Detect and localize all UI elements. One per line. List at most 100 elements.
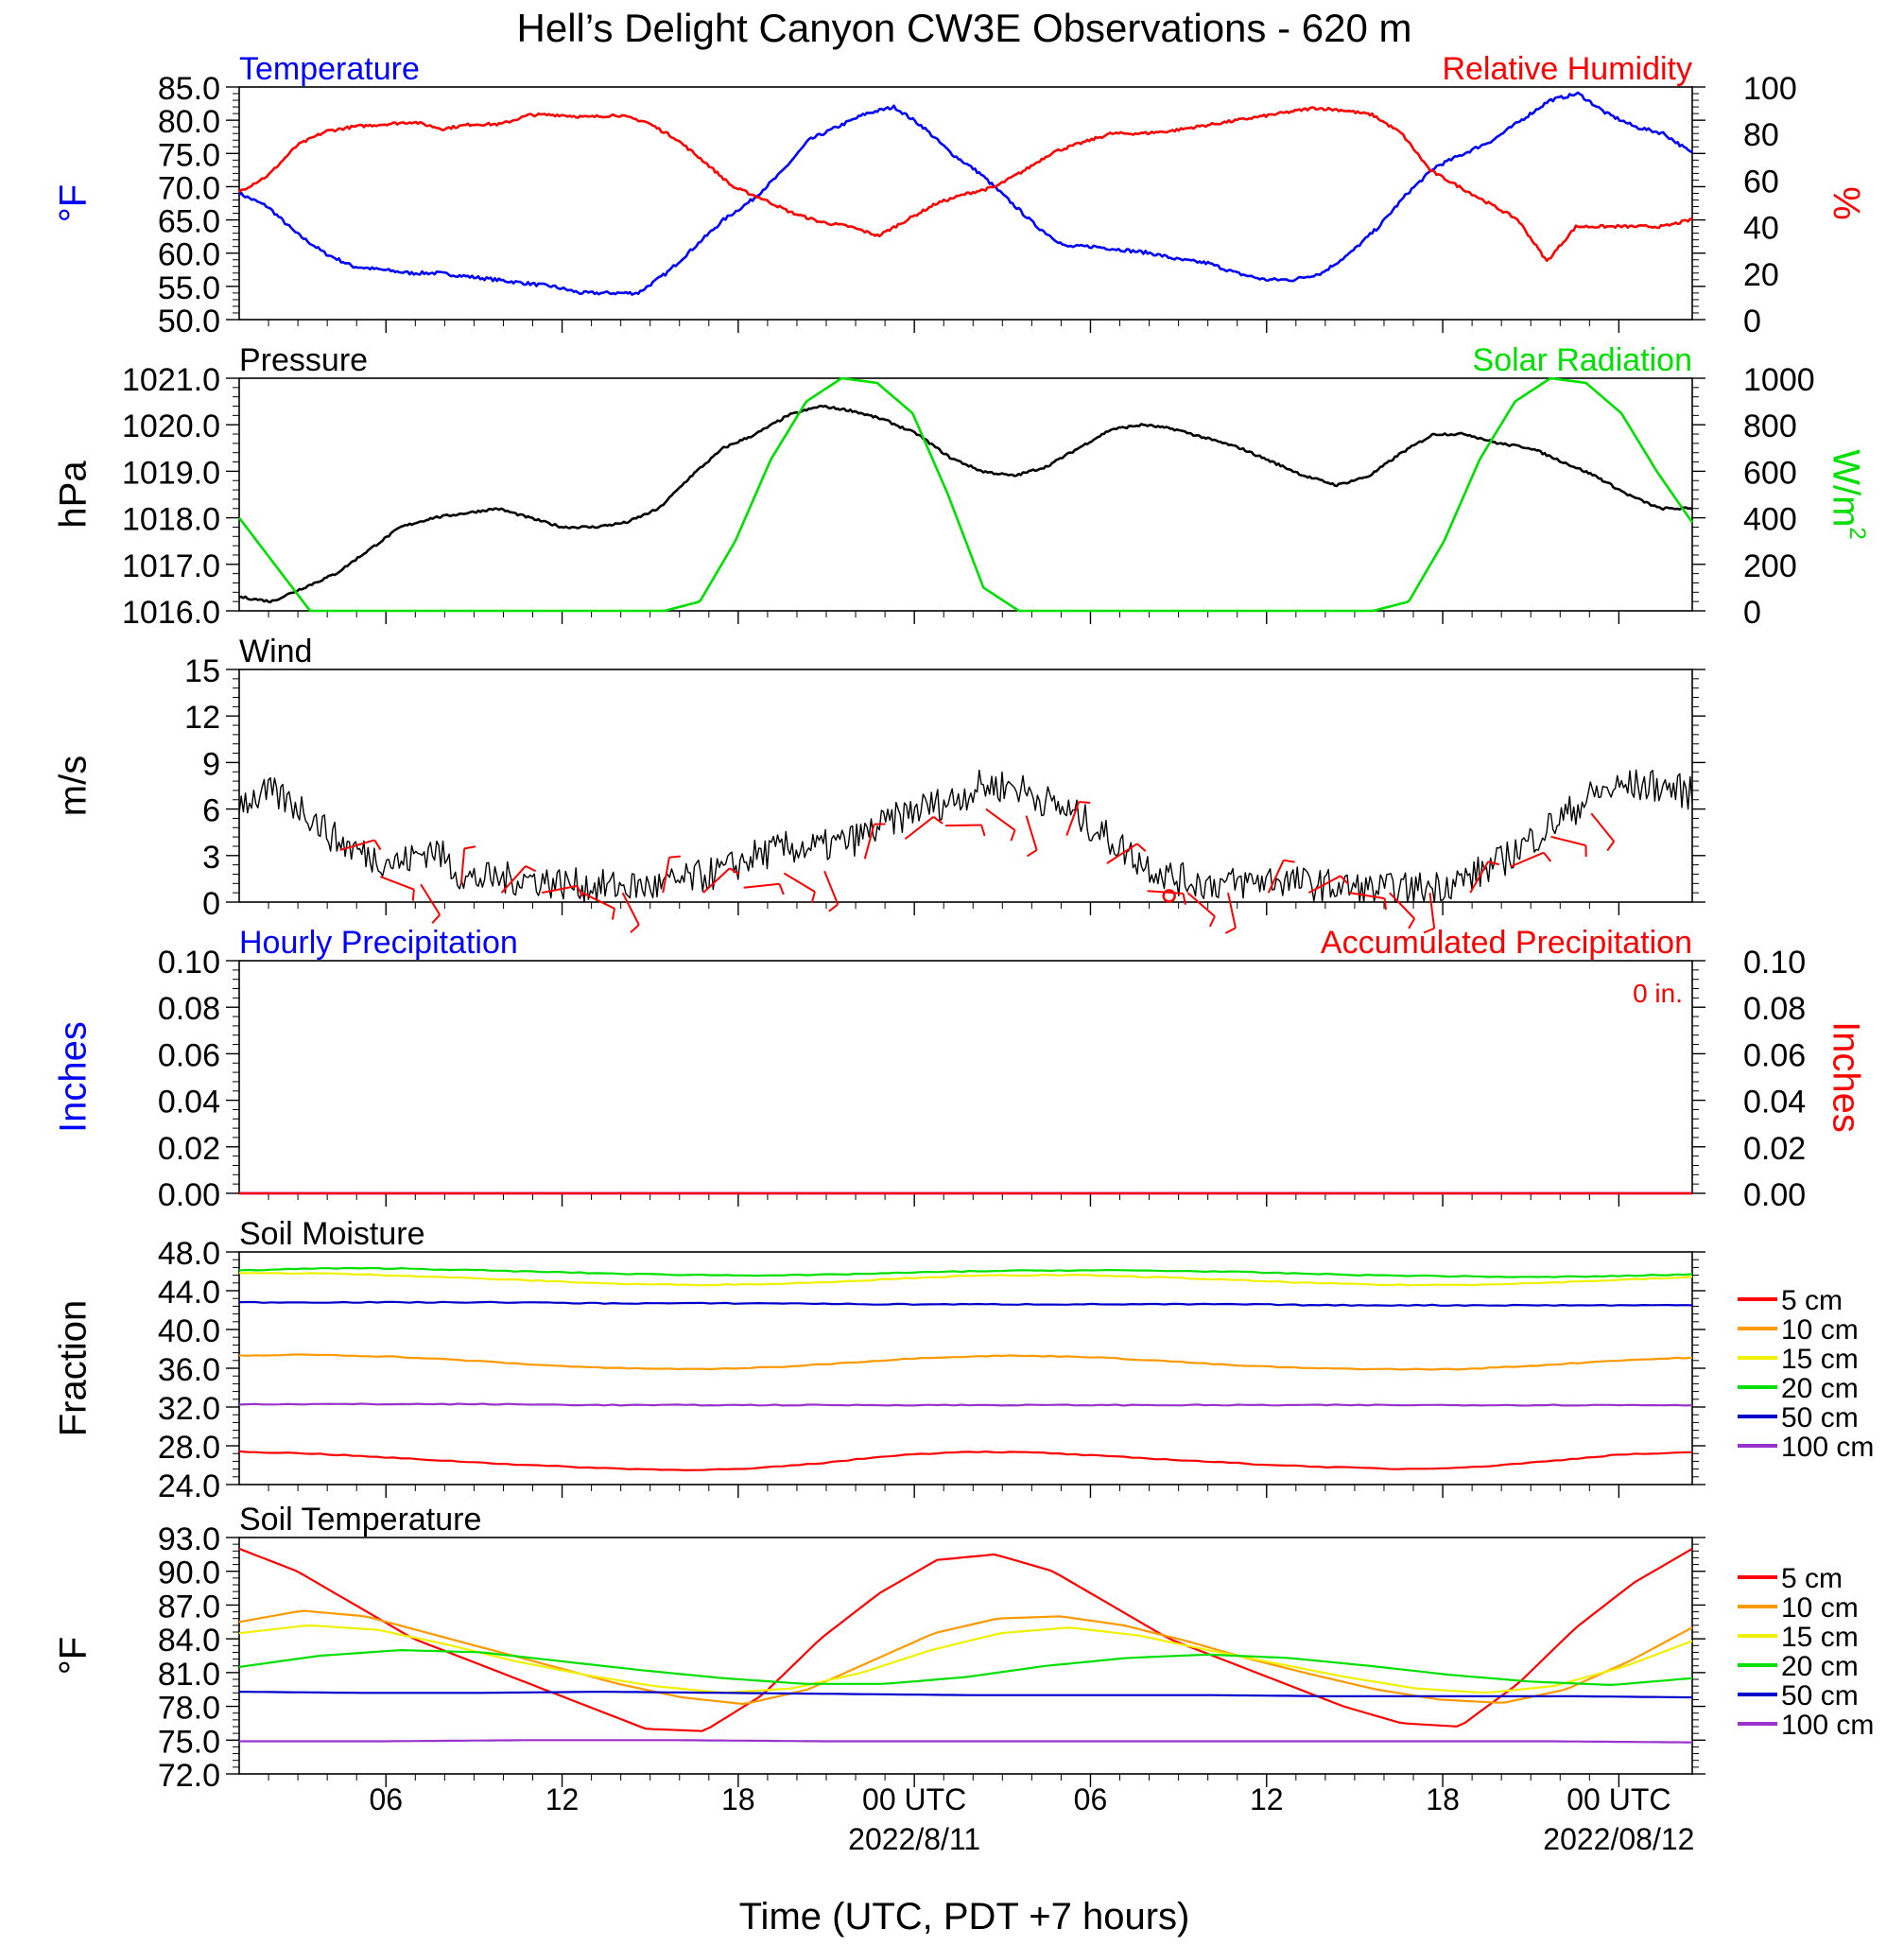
wind-barb [500, 865, 527, 894]
series-line-10-cm [238, 1609, 1693, 1706]
accumulated-total: 0 in. [1633, 979, 1683, 1008]
panel-4: 24.028.032.036.040.044.048.0 Fraction Soil… [53, 1216, 1875, 1504]
wind-barb-flag [1543, 852, 1552, 862]
wind-barb [1025, 815, 1038, 851]
wind-barb [1510, 851, 1545, 868]
wind-barb-flag [1026, 849, 1038, 858]
y-tick-label: 50.0 [158, 304, 220, 339]
panel-0: 50.055.060.065.070.075.080.085.0 0 20 40 60 8… [53, 51, 1867, 339]
wind-barb-flag [373, 839, 382, 851]
y-tick-label: 75.0 [158, 1724, 220, 1760]
y2-tick-label: 0.08 [1743, 991, 1806, 1027]
y2-tick-label: 0.04 [1743, 1085, 1806, 1121]
y2-tick-label: 100 [1743, 71, 1797, 107]
wind-barb [339, 839, 375, 851]
wind-barb [863, 824, 875, 860]
time-axis: 06 12 18 00 UTC 06 12 18 00 UTC 2022/8/11 2022/08… [369, 1782, 1694, 1856]
wind-barb-flag [431, 913, 441, 925]
wind-barb-flag [1383, 897, 1387, 911]
wind-barb-flag [828, 903, 839, 912]
y-tick-label: 0.00 [158, 1177, 220, 1213]
y-tick-label: 84.0 [158, 1623, 220, 1659]
panel-title-left: Soil Moisture [239, 1216, 425, 1252]
y-tick-label: 36.0 [158, 1352, 220, 1388]
figure-title: Hell’s Delight Canyon CW3E Observations … [517, 6, 1412, 50]
y-tick-label: 1020.0 [122, 408, 220, 444]
y-tick-label: 0.08 [158, 991, 220, 1027]
y-tick-label: 55.0 [158, 270, 220, 306]
wind-barb-flag [1408, 917, 1416, 930]
legend-label: 20 cm [1781, 1373, 1859, 1404]
y2-tick-label: 20 [1743, 257, 1779, 293]
wind-barb-flag [576, 885, 583, 897]
wind-barb-flag [1079, 801, 1091, 804]
y2-tick-label: 0.00 [1743, 1177, 1806, 1213]
series-line-15-cm [238, 1625, 1693, 1694]
y2-axis-label: W/m2 [1825, 449, 1870, 540]
legend-label: 5 cm [1781, 1285, 1843, 1316]
wind-barb-flag [729, 867, 740, 876]
legend-label: 10 cm [1781, 1314, 1859, 1346]
panel-frame [238, 86, 1693, 321]
wind-barb [783, 872, 816, 893]
x-axis-label: Time (UTC, PDT +7 hours) [739, 1896, 1190, 1937]
wind-barb [459, 848, 466, 885]
wind-barb [1267, 860, 1285, 894]
panel-frame [238, 960, 1693, 1194]
panel-1: 1016.0 1017.0 1018.0 1019.0 1020.0 1021.0 0 200… [53, 342, 1871, 631]
x-tick-label: 18 [721, 1782, 755, 1816]
y-tick-label: 44.0 [158, 1275, 220, 1311]
legend-label: 50 cm [1781, 1402, 1859, 1433]
legend-label: 100 cm [1781, 1710, 1874, 1741]
legend-label: 15 cm [1781, 1622, 1859, 1653]
wind-barb [1389, 892, 1415, 920]
wind-barb [1348, 892, 1385, 900]
series-line-wind [238, 769, 1693, 903]
x-date-label: 2022/8/11 [848, 1822, 980, 1856]
wind-barb [380, 876, 415, 891]
y-tick-label: 12 [184, 700, 220, 736]
y-tick-label: 3 [202, 840, 220, 876]
wind-barb-flag [778, 883, 785, 895]
y-tick-label: 72.0 [158, 1758, 220, 1794]
legend-label: 50 cm [1781, 1680, 1859, 1711]
y-tick-label: 9 [202, 746, 220, 782]
wind-barb-flag [810, 891, 816, 903]
wind-barb [1550, 835, 1586, 847]
y-axis-label: Inches [53, 1021, 95, 1133]
series-line-relative-humidity [238, 106, 1693, 262]
wind-barb-flag [932, 816, 943, 825]
y2-tick-label: 200 [1743, 548, 1797, 584]
y-tick-label: 40.0 [158, 1313, 220, 1349]
wind-barb-flag [630, 924, 640, 933]
y2-tick-label: 0 [1743, 304, 1761, 339]
series-line-100-cm [239, 1739, 1693, 1744]
y-tick-label: 0.04 [158, 1085, 220, 1121]
x-tick-label: 00 UTC [1566, 1782, 1670, 1816]
y-tick-label: 0 [202, 886, 220, 922]
legend-label: 20 cm [1781, 1651, 1859, 1682]
y-tick-label: 6 [202, 793, 220, 829]
y2-tick-label: 0.06 [1743, 1037, 1806, 1073]
wind-barb [904, 816, 935, 841]
y-tick-label: 1017.0 [122, 548, 220, 584]
panel-title-left: Hourly Precipitation [239, 925, 518, 961]
wind-barb-flag [980, 825, 986, 837]
y-tick-label: 32.0 [158, 1391, 220, 1427]
wind-barb [985, 808, 1016, 831]
y2-tick-label: 0.02 [1743, 1131, 1806, 1167]
y-tick-label: 15 [184, 653, 220, 689]
y2-tick-label: 0 [1743, 595, 1761, 631]
wind-barb [1307, 875, 1341, 895]
wind-barb [1590, 812, 1615, 843]
wind-barb-flag [1136, 843, 1147, 853]
y-tick-label: 1021.0 [122, 362, 220, 398]
calm-wind-circle [1162, 889, 1176, 903]
panel-title-right: Solar Radiation [1473, 342, 1692, 378]
y-tick-label: 0.06 [158, 1037, 220, 1073]
panel-title-right: Accumulated Precipitation [1321, 925, 1692, 961]
legend-label: 5 cm [1781, 1563, 1843, 1594]
wind-barb-flag [611, 908, 616, 920]
wind-barb [662, 857, 670, 894]
